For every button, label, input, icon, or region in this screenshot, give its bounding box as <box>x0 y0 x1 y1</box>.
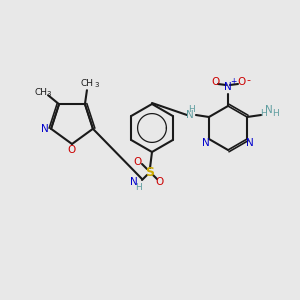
Text: H: H <box>260 109 266 118</box>
Text: N: N <box>202 138 210 148</box>
Text: -: - <box>246 75 250 85</box>
Text: N: N <box>41 124 49 134</box>
Text: N: N <box>224 82 232 92</box>
Text: 3: 3 <box>95 82 99 88</box>
Text: H: H <box>135 182 141 191</box>
Text: N: N <box>130 177 138 187</box>
Text: CH: CH <box>80 79 93 88</box>
Text: +: + <box>230 77 236 86</box>
Text: O: O <box>68 145 76 155</box>
Text: 3: 3 <box>47 91 51 97</box>
Text: O: O <box>237 77 245 87</box>
Text: N: N <box>246 138 254 148</box>
Text: N: N <box>186 110 194 120</box>
Text: H: H <box>189 104 195 113</box>
Text: O: O <box>156 177 164 187</box>
Text: H: H <box>272 109 278 118</box>
Text: O: O <box>211 77 219 87</box>
Text: N: N <box>265 105 273 115</box>
Text: S: S <box>146 166 154 178</box>
Text: O: O <box>134 157 142 167</box>
Text: CH: CH <box>34 88 48 97</box>
